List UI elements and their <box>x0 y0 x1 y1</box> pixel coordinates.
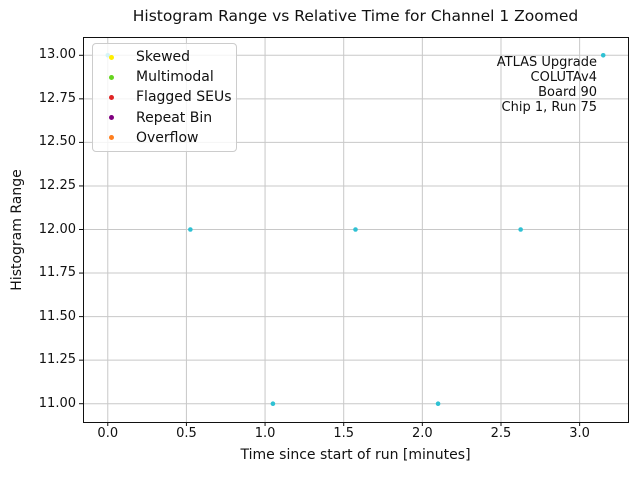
x-tick-label: 1.5 <box>333 426 355 441</box>
y-tick-label: 11.25 <box>38 352 76 368</box>
flagged-seus-marker-icon <box>109 94 114 100</box>
annotation-line: COLUTAv4 <box>530 70 597 85</box>
x-axis-label: Time since start of run [minutes] <box>240 447 471 463</box>
x-tick-label: 2.0 <box>412 426 433 441</box>
chart-title: Histogram Range vs Relative Time for Cha… <box>132 7 579 25</box>
multimodal-marker-icon <box>109 74 114 80</box>
annotation-line: ATLAS Upgrade <box>496 55 597 70</box>
y-tick-label: 11.00 <box>38 395 76 411</box>
y-tick-label: 13.00 <box>38 47 76 63</box>
data-point <box>353 227 358 232</box>
skewed-marker-icon <box>109 54 114 60</box>
y-tick-label: 12.50 <box>38 134 76 150</box>
x-tick-label: 2.5 <box>490 426 512 441</box>
legend-item-flagged-seus: Flagged SEUs <box>93 87 236 107</box>
legend-item-overflow: Overflow <box>93 128 236 148</box>
legend-item-multimodal: Multimodal <box>93 67 236 87</box>
y-tick-label: 12.25 <box>38 177 76 193</box>
y-tick-label: 11.50 <box>38 308 76 324</box>
y-tick-label: 12.75 <box>38 90 76 106</box>
legend-label: Skewed <box>136 49 191 66</box>
data-point <box>270 401 276 407</box>
data-point <box>518 227 523 232</box>
annotation-block: ATLAS Upgrade COLUTAv4 Board 90 Chip 1, … <box>497 55 597 115</box>
legend-item-repeat-bin: Repeat Bin <box>93 108 236 128</box>
legend-item-skewed: Skewed <box>93 47 236 67</box>
x-tick-label: 3.0 <box>569 426 590 441</box>
x-tick-label: 1.0 <box>254 426 276 441</box>
axes-border <box>83 37 629 423</box>
x-tick-label: 0.5 <box>176 426 197 441</box>
data-point <box>600 52 606 58</box>
legend-label: Flagged SEUs <box>136 89 232 106</box>
annotation-line: Chip 1, Run 75 <box>501 100 597 115</box>
legend: Skewed Multimodal Flagged SEUs Repeat Bi… <box>92 43 237 152</box>
legend-label: Repeat Bin <box>136 109 213 126</box>
x-tick-label: 0.0 <box>97 426 119 441</box>
legend-label: Overflow <box>136 129 199 146</box>
legend-label: Multimodal <box>136 69 214 86</box>
overflow-marker-icon <box>109 135 114 141</box>
data-point <box>188 227 193 232</box>
y-tick-label: 12.00 <box>38 221 76 237</box>
data-point <box>435 401 441 407</box>
y-tick-label: 11.75 <box>38 265 76 281</box>
repeat-bin-marker-icon <box>109 115 114 121</box>
y-axis-label: Histogram Range <box>9 169 25 291</box>
annotation-line: Board 90 <box>538 85 597 100</box>
